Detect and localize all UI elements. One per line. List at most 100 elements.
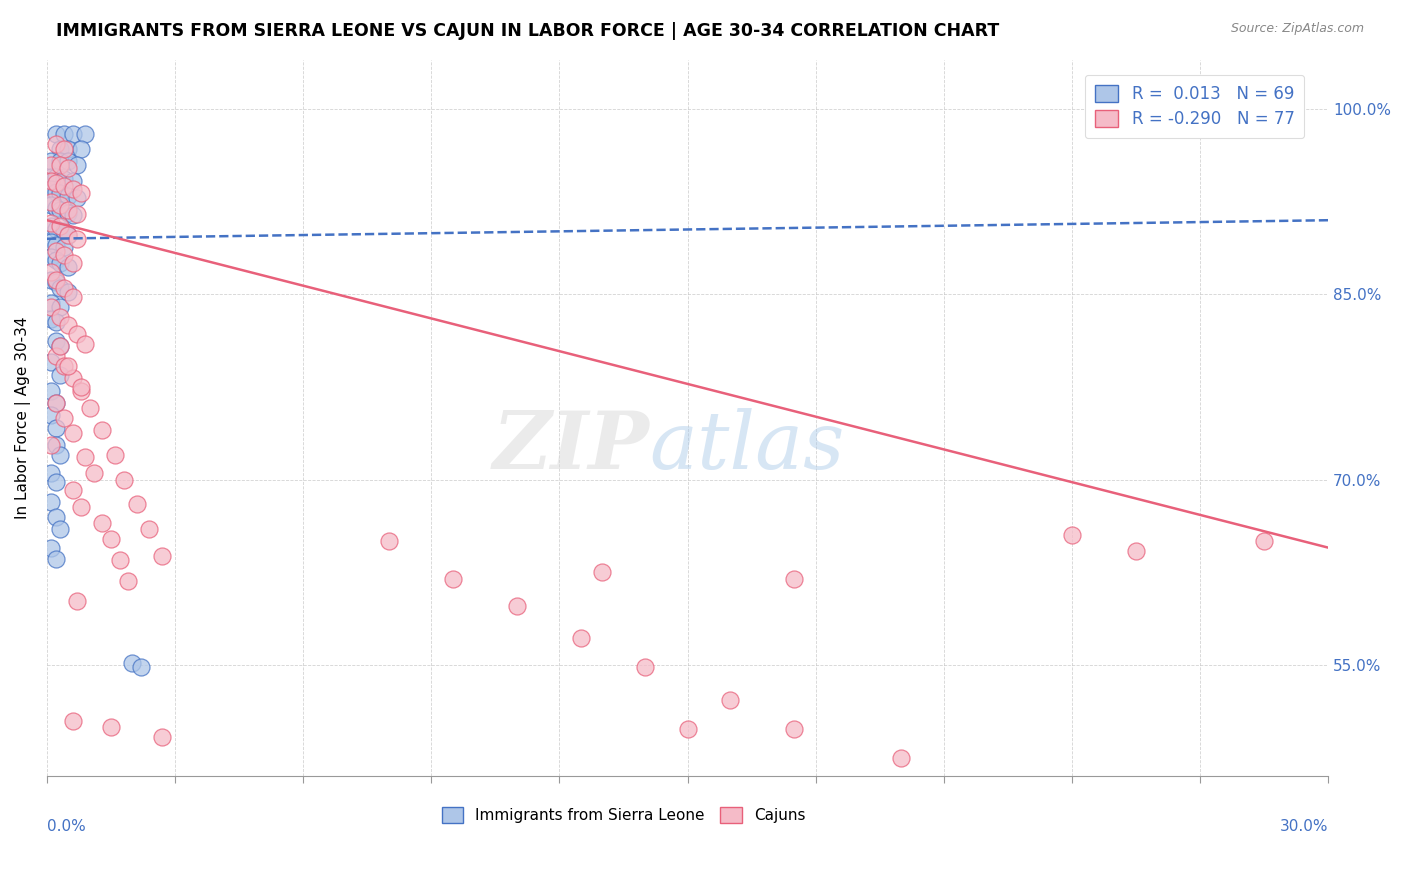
Point [58,227,80,242]
Point [79,401,101,415]
Point [91,423,114,437]
Point [58,153,80,168]
Point [66,158,89,172]
Point [39,153,62,168]
Point [718,692,741,706]
Point [49,448,72,462]
Point [58,318,80,333]
Point [39,174,62,188]
Point [49,198,72,212]
Text: 0.0%: 0.0% [46,819,86,834]
Point [58,285,80,299]
Point [66,191,89,205]
Point [66,207,89,221]
Point [44,275,66,289]
Point [108,553,131,567]
Point [70,142,93,156]
Point [53,410,76,425]
Point [100,532,122,546]
Point [58,359,80,373]
Point [49,339,72,353]
Point [112,473,135,487]
Point [39,235,62,250]
Point [44,314,66,328]
Point [39,300,62,314]
Point [49,522,72,536]
Point [49,153,72,168]
Point [75,450,97,465]
Point [49,300,72,314]
Point [39,409,62,423]
Point [44,244,66,259]
Point [39,541,62,555]
Point [83,467,105,481]
Point [39,250,62,264]
Point [44,127,66,141]
Point [58,206,80,220]
Point [125,497,148,511]
Point [49,186,72,200]
Point [39,219,62,234]
Point [39,194,62,209]
Point [49,256,72,270]
Point [44,396,66,410]
Text: 30.0%: 30.0% [1279,819,1329,834]
Point [890,750,912,764]
Point [783,572,806,586]
Point [66,593,89,607]
Point [117,574,139,588]
Point [75,127,97,141]
Point [39,355,62,369]
Point [53,224,76,238]
Point [39,495,62,509]
Point [44,396,66,410]
Point [58,188,80,202]
Point [53,142,76,156]
Point [39,384,62,398]
Point [39,216,62,230]
Point [91,516,114,530]
Point [44,201,66,215]
Point [44,421,66,435]
Point [44,176,66,190]
Point [634,660,657,674]
Point [44,349,66,363]
Point [783,723,806,737]
Point [44,238,66,252]
Point [138,522,160,536]
Point [66,232,89,246]
Point [58,161,80,176]
Point [506,599,529,613]
Point [44,136,66,151]
Point [49,339,72,353]
Point [62,483,84,497]
Point [150,549,173,564]
Point [53,240,76,254]
Text: atlas: atlas [650,408,845,485]
Point [70,384,93,398]
Point [75,336,97,351]
Point [62,182,84,196]
Point [70,186,93,200]
Point [39,272,62,286]
Point [49,310,72,324]
Point [44,551,66,566]
Point [377,534,399,549]
Point [569,631,592,645]
Point [53,248,76,262]
Point [53,281,76,295]
Point [104,448,127,462]
Point [49,158,72,172]
Point [53,127,76,141]
Point [129,660,152,674]
Point [58,227,80,242]
Point [44,272,66,286]
Point [1125,544,1147,558]
Point [39,158,62,172]
Point [1060,528,1083,542]
Point [1253,534,1275,549]
Point [53,172,76,186]
Point [66,326,89,341]
Point [39,198,62,212]
Legend: Immigrants from Sierra Leone, Cajuns: Immigrants from Sierra Leone, Cajuns [436,801,811,830]
